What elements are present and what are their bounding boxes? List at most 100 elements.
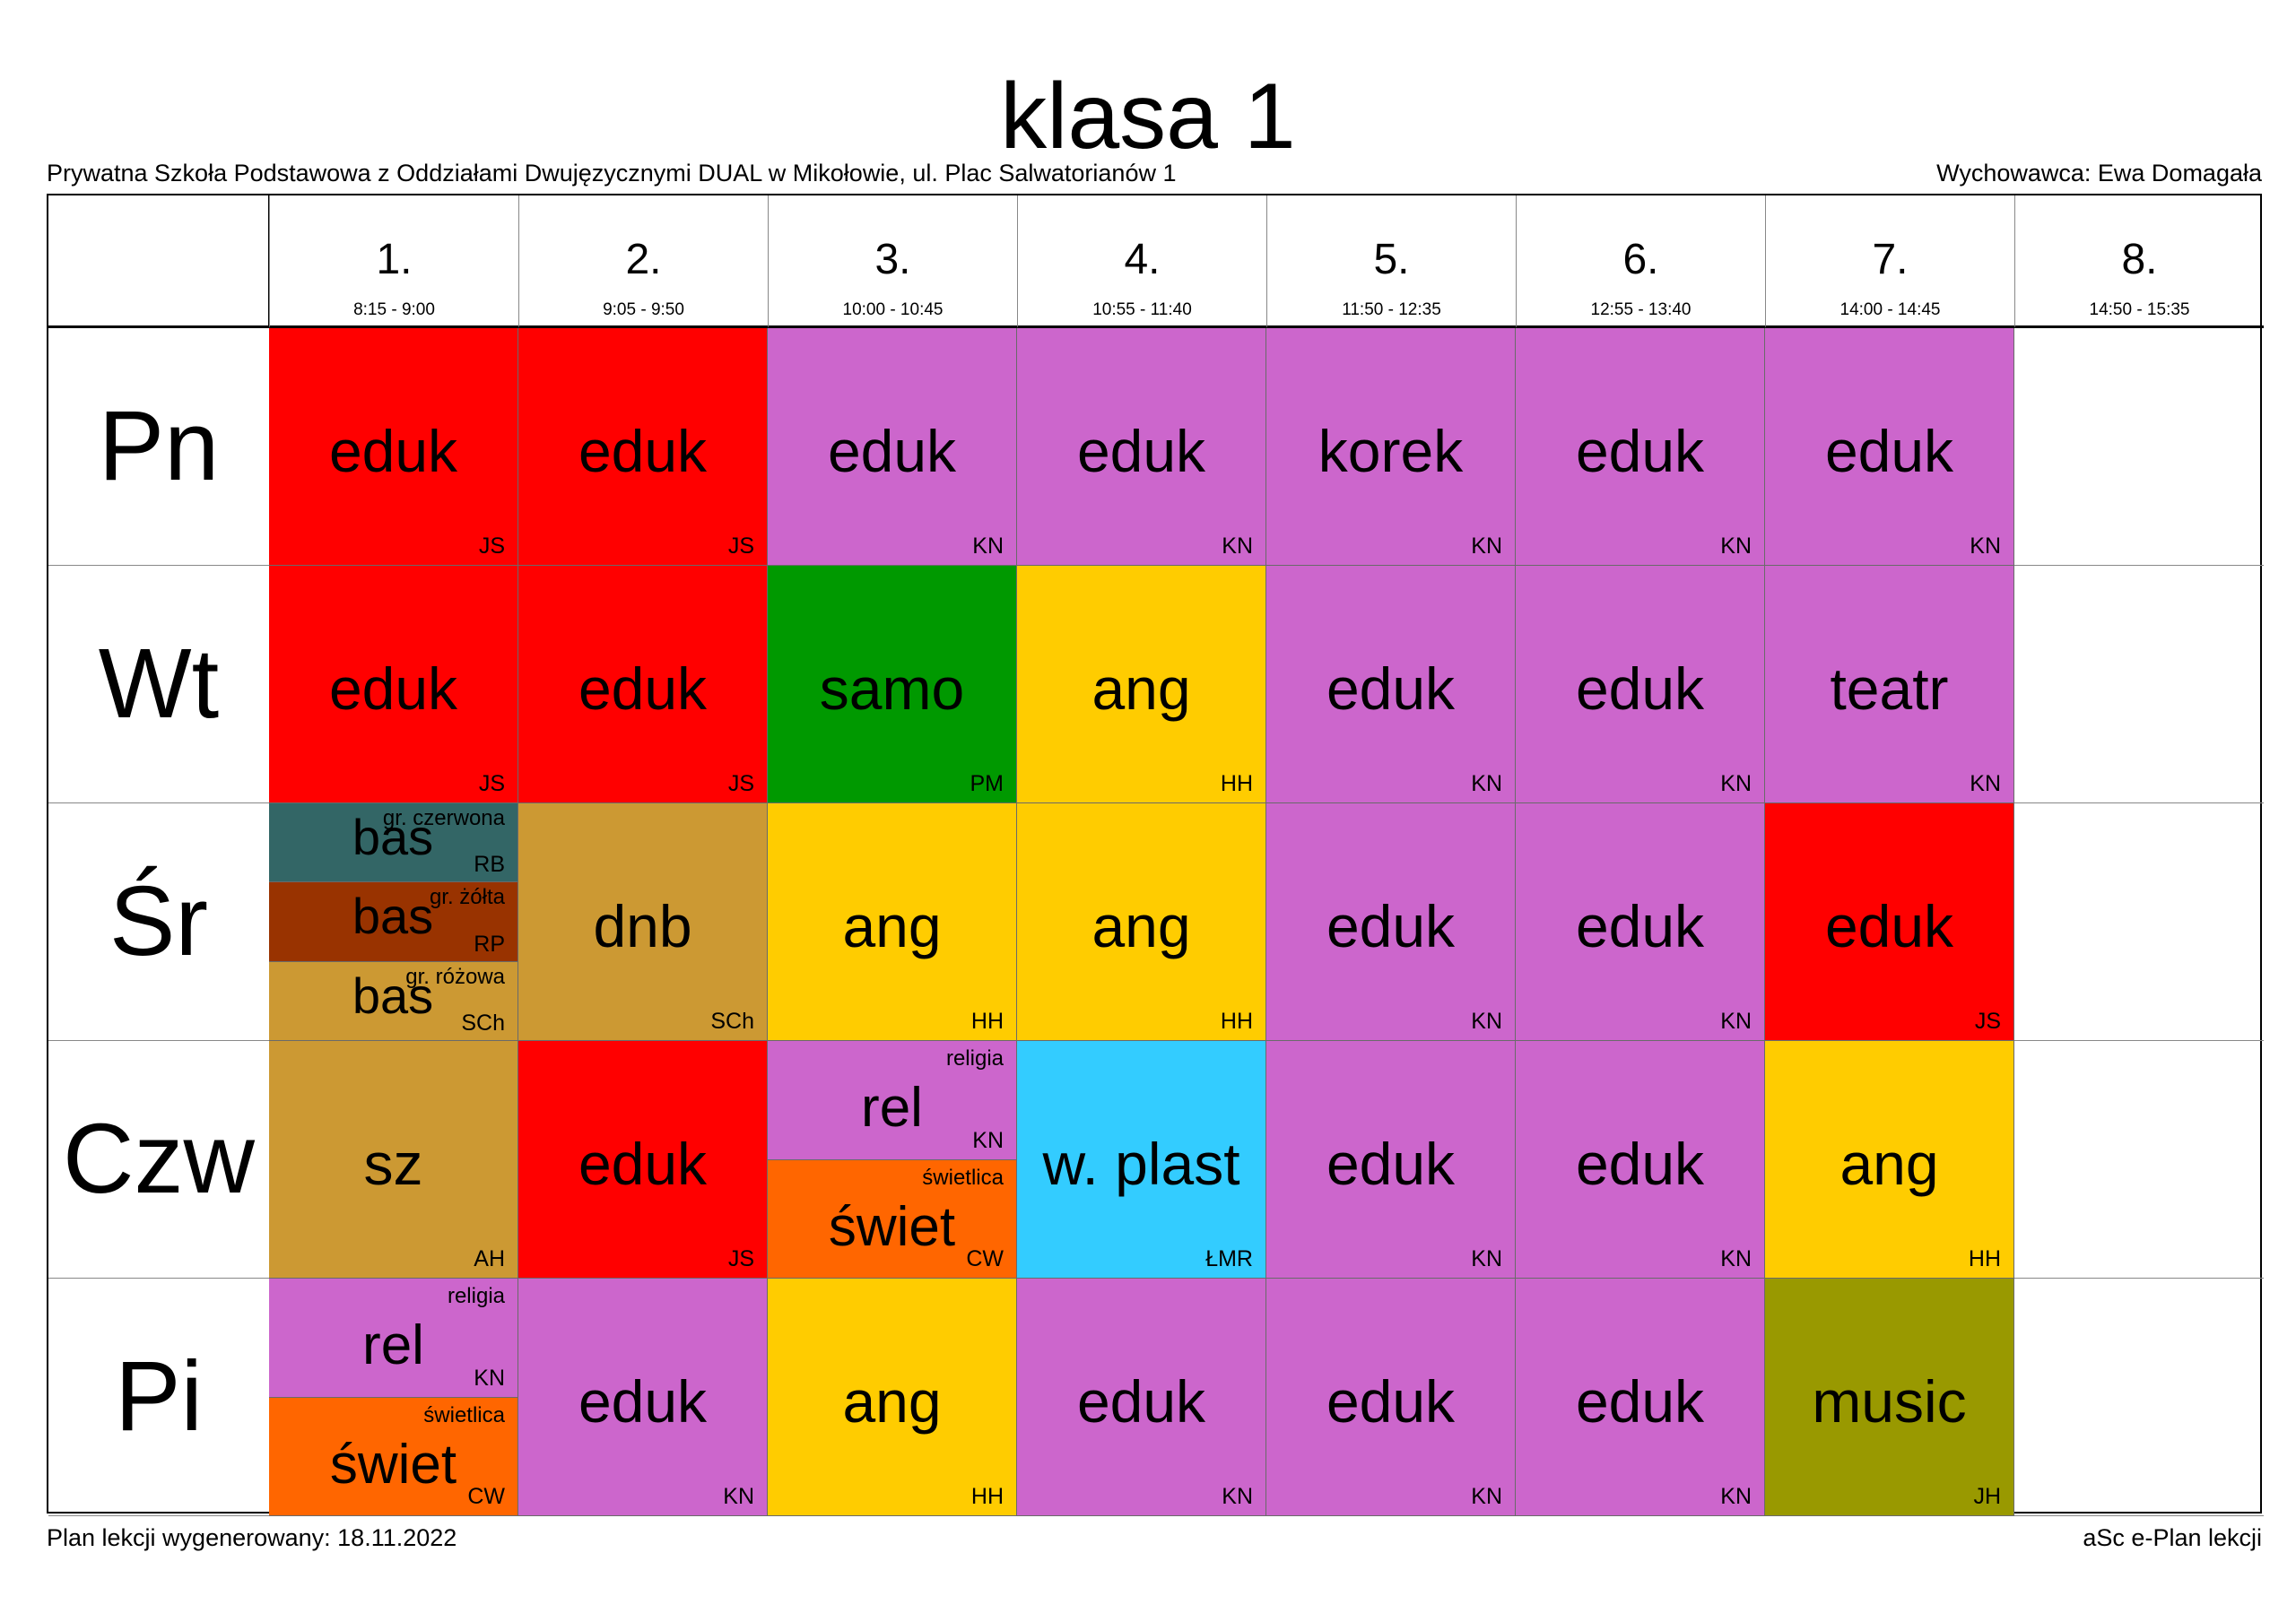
lesson-cell: music JH xyxy=(1765,1279,2014,1516)
lesson-cell: eduk KN xyxy=(1516,328,1765,566)
lesson-subject: eduk xyxy=(1824,418,1954,484)
lesson-teacher: KN xyxy=(723,1484,754,1509)
lesson-cell: eduk KN xyxy=(1017,328,1266,566)
lesson-cell: eduk KN xyxy=(1266,566,1516,803)
lesson-teacher: HH xyxy=(1220,771,1253,796)
period-header: 6. 12:55 - 13:40 xyxy=(1516,195,1765,328)
period-header: 1. 8:15 - 9:00 xyxy=(269,195,518,328)
generator-credit: aSc e-Plan lekcji xyxy=(2083,1524,2262,1551)
lesson-teacher: KN xyxy=(1720,1484,1752,1509)
lesson-teacher: ŁMR xyxy=(1205,1246,1253,1271)
lesson-teacher: KN xyxy=(1720,1009,1752,1034)
period-time: 10:55 - 11:40 xyxy=(1092,300,1192,319)
lesson-subject: music xyxy=(1812,1368,1967,1435)
school-name: Prywatna Szkoła Podstawowa z Oddziałami … xyxy=(47,160,1177,186)
lesson-subject: bas xyxy=(352,967,434,1024)
lesson-subject: bas xyxy=(352,809,434,865)
lesson-teacher: KN xyxy=(1471,771,1502,796)
lesson-cell: bas gr. żółta RP xyxy=(269,882,518,962)
lesson-cell: eduk JS xyxy=(269,566,518,803)
lesson-subject: korek xyxy=(1318,418,1464,484)
lesson-cell: w. plast ŁMR xyxy=(1017,1041,1266,1279)
period-number: 1. xyxy=(376,236,413,283)
lesson-subject: ang xyxy=(1091,655,1191,722)
lesson-subject: ang xyxy=(842,1368,942,1435)
lesson-teacher: KN xyxy=(1720,533,1752,559)
lesson-teacher: JS xyxy=(727,533,754,559)
lesson-teacher: JS xyxy=(727,771,754,796)
day-name: Wt xyxy=(98,629,220,739)
period-number: 3. xyxy=(874,236,911,283)
lesson-cell: teatr KN xyxy=(1765,566,2014,803)
lesson-subject: rel xyxy=(362,1314,424,1376)
generated-date: Plan lekcji wygenerowany: 18.11.2022 xyxy=(47,1524,457,1551)
day-label: Pn xyxy=(48,328,269,566)
lesson-subject: eduk xyxy=(1326,655,1456,722)
lesson-teacher: JS xyxy=(478,771,505,796)
lesson-cell: rel religia KN xyxy=(768,1041,1017,1160)
lesson-cell: eduk JS xyxy=(518,1041,768,1279)
period-time: 12:55 - 13:40 xyxy=(1590,300,1692,319)
lesson-teacher: RP xyxy=(474,931,505,957)
lesson-cell: sz AH xyxy=(269,1041,518,1279)
lesson-cell: eduk KN xyxy=(1516,566,1765,803)
lesson-subject: eduk xyxy=(1326,1368,1456,1435)
lesson-subject: eduk xyxy=(578,418,708,484)
lesson-subject: eduk xyxy=(1575,1131,1705,1197)
period-time: 11:50 - 12:35 xyxy=(1342,300,1441,319)
lesson-subject: dnb xyxy=(593,893,692,959)
lesson-subject: świet xyxy=(828,1195,956,1258)
lesson-subject: ang xyxy=(1839,1131,1939,1197)
lesson-teacher: HH xyxy=(970,1009,1004,1034)
lesson-cell: eduk JS xyxy=(269,328,518,566)
lesson-cell: rel religia KN xyxy=(269,1279,518,1398)
period-number: 4. xyxy=(1124,236,1161,283)
lesson-group: świetlica xyxy=(922,1165,1004,1190)
lesson-cell: eduk JS xyxy=(518,566,768,803)
lesson-subject: eduk xyxy=(1326,893,1456,959)
lesson-subject: eduk xyxy=(1824,893,1954,959)
period-time: 8:15 - 9:00 xyxy=(353,300,435,319)
lesson-subject: sz xyxy=(363,1131,423,1197)
lesson-subject: eduk xyxy=(578,1131,708,1197)
lesson-subject: eduk xyxy=(1575,893,1705,959)
corner-cell xyxy=(48,195,269,328)
lesson-cell: eduk JS xyxy=(1765,803,2014,1041)
lesson-cell: świet świetlica CW xyxy=(269,1397,518,1516)
lesson-group: gr. różowa xyxy=(405,964,505,989)
day-label: Wt xyxy=(48,566,269,803)
lesson-subject: rel xyxy=(861,1077,923,1139)
period-number: 5. xyxy=(1373,236,1410,283)
lesson-subject: eduk xyxy=(328,418,458,484)
lesson-cell: eduk KN xyxy=(518,1279,768,1516)
lesson-group: gr. czerwona xyxy=(382,806,505,830)
lesson-cell: świet świetlica CW xyxy=(768,1159,1017,1279)
period-number: 7. xyxy=(1872,236,1909,283)
period-header: 7. 14:00 - 14:45 xyxy=(1765,195,2014,328)
lesson-teacher: SCh xyxy=(710,1009,754,1034)
timetable-grid: 1. 8:15 - 9:00 2. 9:05 - 9:50 3. 10:00 - 10:4… xyxy=(47,194,2264,1516)
lesson-teacher: KN xyxy=(1471,533,1502,559)
lesson-teacher: KN xyxy=(1222,1484,1253,1509)
empty-slot xyxy=(2014,1041,2264,1279)
period-header: 8. 14:50 - 15:35 xyxy=(2014,195,2264,328)
lesson-teacher: HH xyxy=(970,1484,1004,1509)
lesson-cell: eduk KN xyxy=(768,328,1017,566)
lesson-subject: eduk xyxy=(827,418,957,484)
lesson-subject: w. plast xyxy=(1042,1131,1240,1197)
period-time: 9:05 - 9:50 xyxy=(603,300,684,319)
lesson-teacher: CW xyxy=(467,1484,505,1509)
lesson-teacher: KN xyxy=(972,533,1004,559)
lesson-subject: ang xyxy=(1091,893,1191,959)
lesson-teacher: HH xyxy=(1968,1246,2001,1271)
empty-slot xyxy=(2014,328,2264,566)
lesson-subject: eduk xyxy=(328,655,458,722)
day-label: Śr xyxy=(48,803,269,1041)
lesson-teacher: KN xyxy=(474,1365,505,1391)
lesson-teacher: HH xyxy=(1220,1009,1253,1034)
class-teacher: Wychowawca: Ewa Domagała xyxy=(1936,160,2262,186)
lesson-cell: dnb SCh xyxy=(518,803,768,1041)
lesson-group: religia xyxy=(945,1046,1004,1071)
empty-slot xyxy=(2014,1279,2264,1516)
period-number: 2. xyxy=(625,236,662,283)
